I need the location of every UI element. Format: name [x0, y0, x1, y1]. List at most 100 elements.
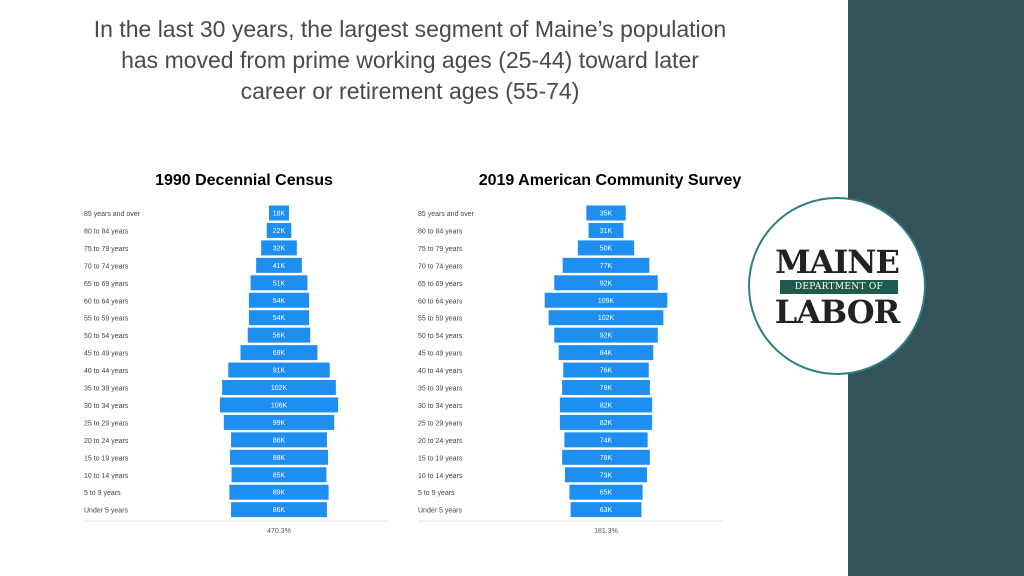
population-bar — [559, 397, 653, 413]
population-bar — [564, 432, 648, 448]
bar-value-label: 88K — [273, 455, 286, 462]
page-headline: In the last 30 years, the largest segmen… — [30, 14, 790, 107]
population-bar — [562, 449, 650, 465]
age-group-label: 65 to 69 years — [418, 281, 463, 288]
bar-value-label: 32K — [273, 245, 286, 252]
age-group-label: 30 to 34 years — [84, 403, 129, 410]
bar-value-label: 82K — [600, 402, 613, 409]
age-group-label: 45 to 49 years — [84, 351, 129, 358]
population-bar — [558, 345, 654, 361]
age-group-label: 85 years and over — [418, 211, 475, 218]
bar-value-label: 91K — [273, 368, 286, 375]
age-group-label: 65 to 69 years — [84, 281, 129, 288]
bar-value-label: 92K — [600, 280, 613, 287]
bar-value-label: 69K — [273, 350, 286, 357]
bar-value-label: 22K — [273, 228, 286, 235]
bar-value-label: 82K — [600, 420, 613, 427]
bar-value-label: 86K — [273, 437, 286, 444]
maine-dol-logo: MAINE DEPARTMENT OF LABOR — [748, 197, 926, 375]
age-group-label: 40 to 44 years — [84, 368, 129, 375]
population-bar — [256, 257, 302, 273]
bar-value-label: 78K — [600, 455, 613, 462]
age-group-label: 30 to 34 years — [418, 403, 463, 410]
bar-value-label: 54K — [273, 315, 286, 322]
age-group-label: 55 to 59 years — [418, 316, 463, 323]
bar-value-label: 35K — [600, 211, 613, 218]
population-bar — [261, 240, 297, 256]
pyramid-chart-2019: 85 years and over 35K 80 to 84 years 31K 75 … — [418, 205, 723, 535]
bar-value-label: 56K — [273, 333, 286, 340]
age-group-label: 70 to 74 years — [84, 263, 129, 270]
age-group-label: 35 to 39 years — [418, 386, 463, 393]
population-bar — [240, 345, 318, 361]
chart-footer-percent: 470.3% — [267, 528, 291, 535]
population-bar — [248, 310, 310, 326]
bar-value-label: 106K — [271, 402, 288, 409]
population-bar — [548, 310, 664, 326]
population-bar — [228, 362, 330, 378]
age-group-label: 5 to 9 years — [84, 490, 121, 497]
population-bar — [562, 257, 650, 273]
population-bar — [223, 414, 335, 430]
age-group-label: 60 to 64 years — [84, 298, 129, 305]
population-bar — [554, 275, 658, 291]
logo-labor-text: LABOR — [774, 293, 900, 331]
bar-value-label: 86K — [273, 507, 286, 514]
bar-value-label: 78K — [600, 385, 613, 392]
age-group-label: 15 to 19 years — [418, 455, 463, 462]
bar-value-label: 92K — [600, 333, 613, 340]
age-group-label: 35 to 39 years — [84, 386, 129, 393]
population-bar — [219, 397, 339, 413]
bar-value-label: 50K — [600, 245, 613, 252]
pyramid-chart-1990: 85 years and over 18K 80 to 84 years 22K 75 … — [84, 205, 389, 535]
bar-value-label: 51K — [273, 280, 286, 287]
age-group-label: 75 to 79 years — [418, 246, 463, 253]
bar-value-label: 18K — [273, 211, 286, 218]
bar-value-label: 76K — [600, 368, 613, 375]
age-group-label: 25 to 29 years — [418, 420, 463, 427]
age-group-label: 20 to 24 years — [418, 438, 463, 445]
age-group-label: 25 to 29 years — [84, 420, 129, 427]
population-bar — [570, 502, 642, 518]
population-bar — [231, 502, 327, 518]
population-bar — [248, 292, 310, 308]
chart-panel-1990: 1990 Decennial Census 85 years and over 1… — [84, 170, 424, 570]
bar-value-label: 31K — [600, 228, 613, 235]
population-bar — [231, 432, 327, 448]
bar-value-label: 63K — [600, 507, 613, 514]
population-bar — [231, 467, 327, 483]
age-group-label: 50 to 54 years — [418, 333, 463, 340]
age-group-label: 60 to 64 years — [418, 298, 463, 305]
population-bar — [554, 327, 658, 343]
age-group-label: 80 to 84 years — [84, 228, 129, 235]
bar-value-label: 85K — [273, 472, 286, 479]
population-bar — [268, 205, 290, 221]
bar-value-label: 89K — [273, 490, 286, 497]
chart-panel-2019: 2019 American Community Survey 85 years … — [418, 170, 758, 570]
population-bar — [577, 240, 635, 256]
bar-value-label: 73K — [600, 472, 613, 479]
bar-value-label: 74K — [600, 437, 613, 444]
age-group-label: 50 to 54 years — [84, 333, 129, 340]
age-group-label: 75 to 79 years — [84, 246, 129, 253]
headline-line-3: career or retirement ages (55-74) — [240, 78, 580, 104]
population-bar — [266, 222, 292, 238]
bar-value-label: 77K — [600, 263, 613, 270]
population-bar — [586, 205, 626, 221]
logo-department-band: DEPARTMENT OF — [780, 280, 898, 294]
population-bar — [559, 414, 653, 430]
population-bar — [222, 380, 336, 395]
chart-title-1990: 1990 Decennial Census — [155, 172, 333, 189]
bar-value-label: 102K — [598, 315, 615, 322]
bar-value-label: 65K — [600, 490, 613, 497]
chart-footer-percent: 181.3% — [594, 528, 618, 535]
age-group-label: 70 to 74 years — [418, 263, 463, 270]
population-bar — [563, 362, 649, 378]
bar-value-label: 109K — [598, 298, 615, 305]
population-bar — [229, 484, 329, 500]
population-bar — [229, 449, 329, 465]
bar-value-label: 102K — [271, 385, 288, 392]
age-group-label: 80 to 84 years — [418, 228, 463, 235]
population-bar — [562, 380, 650, 395]
population-bar — [569, 484, 643, 500]
